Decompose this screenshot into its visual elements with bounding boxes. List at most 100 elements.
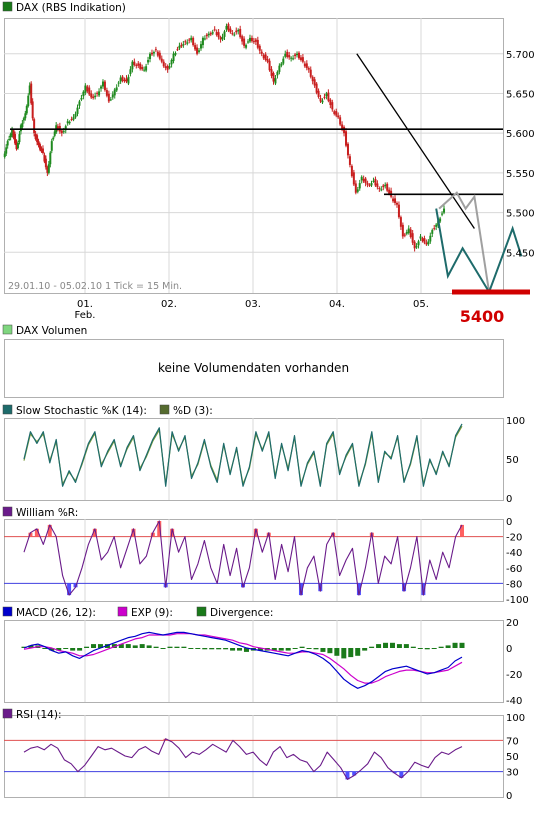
candle-body — [262, 54, 265, 59]
candle-body — [15, 142, 18, 150]
candle-body — [37, 141, 40, 146]
panel-legends: DAX (RBS Indikation) DAX Volumen Slow Stoc… — [2, 1, 273, 721]
candle-body — [299, 57, 302, 61]
divergence-bar — [97, 644, 103, 648]
rsi-legend-label: RSI (14): — [16, 709, 62, 721]
price-y-tick: 5.550 — [506, 169, 535, 180]
volume-legend-swatch — [2, 324, 13, 335]
candle-body — [345, 131, 348, 146]
candle-body — [382, 185, 385, 188]
panel-frame-stoch — [4, 418, 504, 501]
candle-body — [135, 64, 138, 66]
candle-body — [348, 156, 351, 165]
candle-body — [317, 90, 320, 98]
williams-line — [23, 520, 463, 596]
candle-body — [22, 118, 25, 121]
candle-body — [225, 25, 228, 30]
candle-body — [288, 55, 291, 58]
candle-body — [139, 63, 142, 69]
exp-legend-swatch — [117, 606, 128, 617]
price-x-tick: 02. — [161, 299, 177, 310]
divergence-bar — [369, 646, 375, 648]
candle-body — [162, 61, 165, 67]
rsi-line — [23, 738, 463, 780]
candle-body — [40, 148, 43, 152]
divergence-bar — [195, 648, 201, 649]
candle-body — [411, 233, 414, 243]
candle-body — [84, 85, 87, 93]
scenario-teal-path — [435, 208, 523, 295]
exp-legend-label: EXP (9): — [131, 607, 173, 619]
candle-body — [233, 34, 236, 36]
candle-body — [149, 53, 152, 60]
candle-body — [223, 31, 226, 37]
candle-body — [41, 148, 44, 154]
candle-body — [121, 76, 124, 81]
candle-body — [60, 130, 63, 134]
candle-body — [213, 29, 216, 31]
divergence-bar — [313, 648, 319, 650]
candle-body — [16, 143, 19, 149]
williams-y-tick: -100 — [506, 595, 529, 606]
divergence-bar — [445, 645, 451, 648]
divergence-bar — [139, 644, 145, 648]
candle-body — [3, 153, 6, 157]
candle-body — [394, 198, 397, 203]
volume-legend-label: DAX Volumen — [16, 325, 87, 337]
rsi-y-tick: 70 — [506, 736, 519, 747]
divergence-bar — [84, 646, 90, 648]
panel-frame-macd — [4, 620, 504, 703]
divergence-bar — [146, 645, 152, 648]
divergence-legend-label: Divergence: — [210, 607, 273, 619]
divergence-bar — [104, 644, 110, 648]
candle-body — [405, 232, 408, 234]
candle-body — [203, 38, 206, 40]
candle-body — [350, 165, 353, 177]
candle-body — [376, 183, 379, 188]
divergence-bar — [118, 644, 124, 648]
price-legend-swatch — [2, 1, 13, 12]
candle-body — [245, 45, 248, 48]
rsi-y-tick: 0 — [506, 791, 512, 802]
divergence-bar — [77, 648, 83, 651]
candle-body — [150, 52, 153, 55]
candle-body — [172, 53, 175, 61]
stoch-legend-d-swatch — [159, 404, 170, 415]
divergence-bar — [271, 648, 277, 651]
candle-body — [56, 126, 59, 130]
candle-body — [358, 183, 361, 189]
candle-body — [53, 131, 56, 136]
candle-body — [68, 121, 71, 124]
candle-body — [260, 51, 263, 54]
candle-body — [192, 37, 195, 46]
candle-body — [294, 54, 297, 57]
panel-frame-price — [4, 18, 504, 294]
divergence-bar — [160, 648, 166, 649]
divergence-bar — [417, 648, 423, 649]
candle-body — [268, 60, 271, 71]
candle-body — [296, 53, 299, 56]
williams-y-tick: 0 — [506, 517, 512, 528]
candle-body — [435, 224, 438, 227]
candle-body — [36, 135, 39, 143]
candle-body — [331, 102, 334, 110]
panel-frame-rsi — [4, 715, 504, 798]
divergence-bar — [216, 648, 222, 650]
divergence-bar — [91, 644, 97, 648]
panel-frame-vol — [4, 339, 504, 398]
divergence-bar — [21, 646, 27, 648]
candle-body — [103, 81, 106, 91]
candle-body — [217, 32, 220, 38]
divergence-bar — [327, 648, 333, 654]
divergence-bar — [389, 642, 395, 648]
candle-body — [431, 230, 434, 234]
candle-body — [329, 99, 332, 106]
candle-body — [182, 44, 185, 46]
candle-body — [378, 188, 381, 190]
divergence-bar — [396, 644, 402, 648]
candle-body — [321, 100, 324, 103]
divergence-bar — [292, 648, 298, 649]
candle-body — [346, 143, 349, 156]
candle-body — [184, 41, 187, 43]
exp-line — [23, 633, 463, 684]
